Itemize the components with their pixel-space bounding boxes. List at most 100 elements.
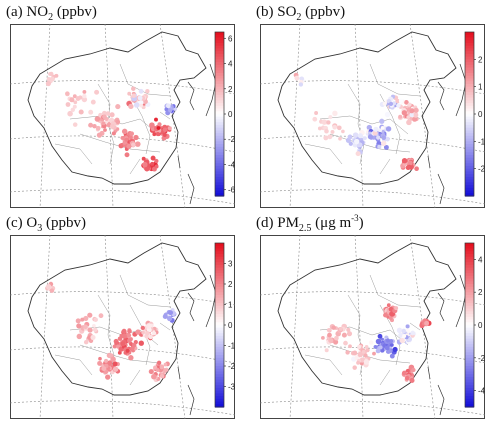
- station-marker: [396, 327, 403, 333]
- station-marker: [366, 124, 372, 131]
- colorbar-segment: [465, 144, 474, 148]
- colorbar-segment: [465, 251, 474, 255]
- colorbar-tick-label: 1: [228, 301, 233, 310]
- station-marker: [348, 344, 352, 349]
- province-boundary: [304, 143, 343, 165]
- colorbar-segment: [465, 273, 474, 277]
- colorbar-segment: [215, 327, 224, 332]
- panel-title: (b) SO2 (ppbv): [256, 4, 346, 23]
- station-marker: [72, 104, 77, 109]
- station-marker: [348, 141, 353, 146]
- station-marker: [378, 128, 383, 133]
- colorbar-segment: [215, 322, 224, 326]
- colorbar-segment: [465, 275, 474, 280]
- colorbar-segment: [215, 64, 224, 69]
- graticule-line: [289, 235, 301, 419]
- station-marker: [65, 91, 70, 96]
- station-marker: [413, 107, 419, 113]
- colorbar-segment: [465, 130, 474, 134]
- station-marker: [330, 129, 335, 134]
- colorbar-segment: [465, 168, 474, 172]
- station-marker: [76, 323, 82, 329]
- graticule-line: [10, 189, 235, 205]
- colorbar-segment: [215, 56, 224, 60]
- colorbar-segment: [465, 163, 474, 167]
- colorbar-segment: [215, 259, 224, 263]
- station-marker: [168, 108, 173, 113]
- station-marker: [130, 346, 135, 351]
- station-marker: [396, 103, 401, 108]
- colorbar-segment: [215, 100, 224, 104]
- colorbar-segment: [215, 341, 224, 345]
- colorbar-segment: [215, 163, 224, 167]
- station-marker: [341, 129, 345, 134]
- coastline: [437, 81, 445, 111]
- station-marker: [394, 306, 399, 311]
- map-border: [10, 24, 235, 208]
- station-marker: [102, 114, 107, 120]
- station-marker: [101, 110, 107, 116]
- province-boundary: [159, 322, 171, 331]
- colorbar-segment: [215, 368, 224, 373]
- station-marker: [334, 335, 339, 341]
- colorbar-segment: [465, 294, 474, 299]
- station-marker: [163, 368, 168, 373]
- province-boundary: [409, 322, 421, 331]
- colorbar-segment: [465, 330, 474, 334]
- colorbar: 4 2 0 -2 -4: [464, 242, 486, 408]
- colorbar-segment: [215, 165, 224, 170]
- station-marker: [46, 77, 51, 82]
- station-marker: [93, 317, 98, 322]
- coastline: [455, 274, 467, 328]
- station-marker: [404, 100, 409, 105]
- colorbar-segment: [215, 127, 224, 131]
- colorbar-segment: [465, 385, 474, 389]
- graticule-line: [104, 235, 114, 419]
- colorbar-segment: [465, 363, 474, 367]
- colorbar-segment: [215, 190, 224, 194]
- colorbar-segment: [465, 352, 474, 356]
- station-marker: [139, 103, 143, 108]
- station-marker: [127, 338, 132, 343]
- colorbar-segment: [215, 398, 224, 403]
- map-frame: [260, 235, 485, 419]
- country-outline: [27, 242, 207, 396]
- coastline: [177, 366, 181, 380]
- colorbar-segment: [215, 51, 224, 55]
- colorbar-segment: [465, 259, 474, 263]
- station-marker: [92, 323, 96, 328]
- colorbar-segment: [465, 248, 474, 252]
- colorbar-segment: [465, 75, 474, 80]
- province-boundary: [69, 115, 159, 135]
- coastline: [427, 155, 431, 169]
- colorbar-segment: [465, 366, 474, 370]
- province-boundary: [329, 344, 411, 364]
- province-boundary: [379, 369, 391, 386]
- colorbar-segment: [215, 105, 224, 110]
- colorbar-segment: [215, 119, 224, 123]
- colorbar-segment: [465, 62, 474, 66]
- colorbar-segment: [465, 303, 474, 307]
- colorbar-tick-label: -2: [478, 165, 486, 174]
- colorbar-tick-label: -6: [228, 186, 236, 195]
- colorbar-segment: [215, 160, 224, 164]
- colorbar-segment: [215, 273, 224, 277]
- station-marker: [363, 353, 368, 358]
- station-marker: [154, 164, 159, 169]
- colorbar-segment: [465, 53, 474, 58]
- station-marker: [392, 346, 398, 353]
- colorbar-segment: [465, 311, 474, 315]
- province-boundary: [369, 274, 421, 308]
- station-marker: [404, 375, 410, 381]
- coastline: [187, 292, 195, 322]
- colorbar-segment: [215, 70, 224, 74]
- colorbar-segment: [215, 130, 224, 134]
- colorbar-segment: [465, 32, 474, 36]
- colorbar-segment: [215, 401, 224, 405]
- colorbar: 3 2 1 0 -1 -2 -3: [214, 242, 236, 408]
- station-marker: [386, 303, 391, 308]
- country-outline: [277, 242, 457, 396]
- station-marker: [373, 126, 379, 132]
- province-boundary: [379, 158, 391, 175]
- colorbar: 2 1 0 -1 -2: [464, 31, 486, 197]
